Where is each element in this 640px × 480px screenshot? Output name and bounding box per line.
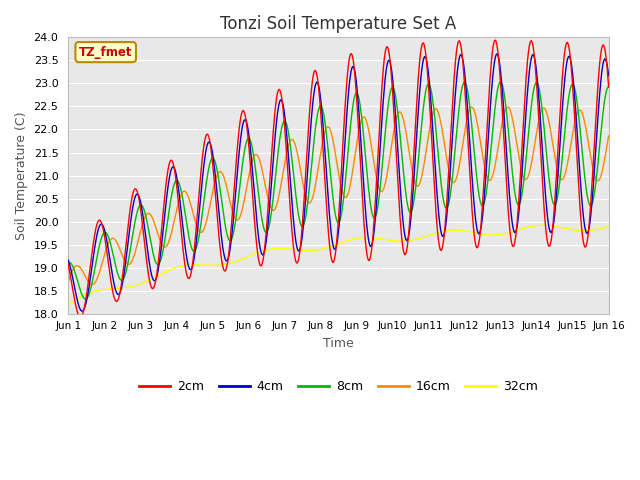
Title: Tonzi Soil Temperature Set A: Tonzi Soil Temperature Set A [220, 15, 456, 33]
Y-axis label: Soil Temperature (C): Soil Temperature (C) [15, 111, 28, 240]
X-axis label: Time: Time [323, 337, 354, 350]
Legend: 2cm, 4cm, 8cm, 16cm, 32cm: 2cm, 4cm, 8cm, 16cm, 32cm [134, 375, 543, 398]
Text: TZ_fmet: TZ_fmet [79, 46, 132, 59]
